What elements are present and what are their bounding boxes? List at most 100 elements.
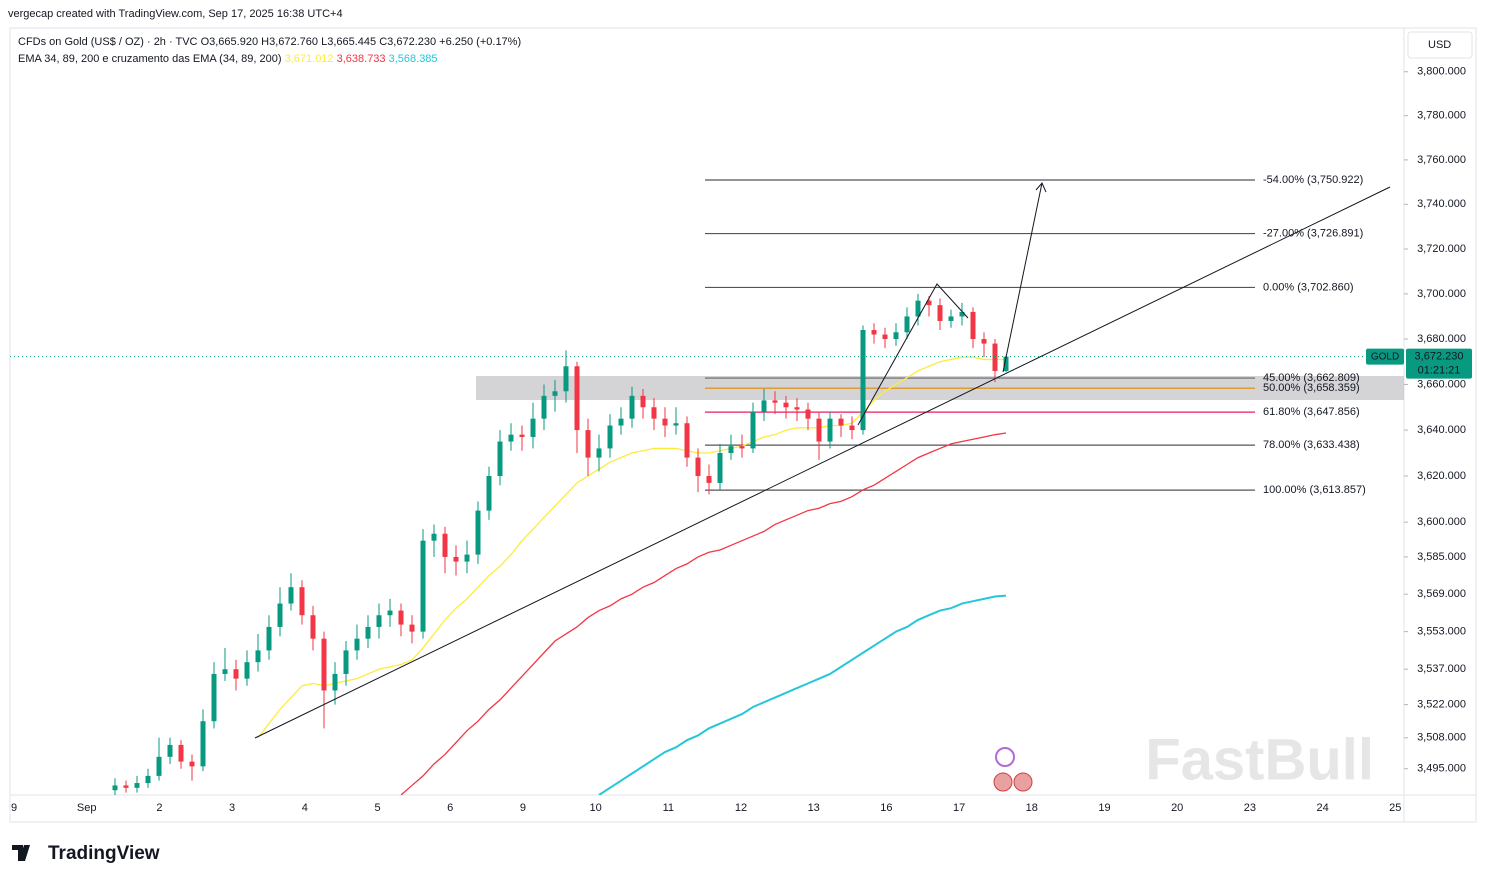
frame — [9, 27, 1477, 823]
indicator: EMA 34, 89, 200 e cruzamento das EMA (34… — [18, 53, 282, 65]
candle-body — [684, 423, 690, 458]
candle-body — [607, 425, 613, 449]
watermark: FastBull — [1145, 727, 1374, 792]
candle-body — [893, 332, 899, 340]
candle-body — [915, 300, 921, 317]
candle-body — [959, 311, 965, 317]
candle-body — [640, 395, 646, 408]
candle-body — [244, 662, 250, 679]
x-tick-label: Sep — [77, 802, 97, 814]
y-tick-label: 3,740.000 — [1417, 198, 1466, 210]
candle-body — [420, 540, 426, 632]
candle-body — [904, 316, 910, 333]
y-tick-label: 3,660.000 — [1417, 378, 1466, 390]
fib-label: 78.00% (3,633.438) — [1263, 439, 1360, 451]
candle-body — [816, 418, 822, 442]
candle-body — [838, 418, 844, 426]
symbol: CFDs on Gold (US$ / OZ) · 2h · TVC — [18, 36, 198, 48]
y-tick-label: 3,640.000 — [1417, 424, 1466, 436]
fib-label: 0.00% (3,702.860) — [1263, 281, 1354, 293]
y-tick-label: 3,680.000 — [1417, 333, 1466, 345]
y-tick-label: 3,553.000 — [1417, 626, 1466, 638]
x-tick-label: 5 — [374, 802, 380, 814]
x-tick-label: 9 — [11, 802, 17, 814]
event-icon[interactable] — [995, 747, 1015, 767]
y-tick-label: 3,522.000 — [1417, 699, 1466, 711]
candle-body — [134, 783, 140, 788]
indicator-value: 3,671.012 — [285, 53, 334, 65]
ohlc-value: O3,665.920 — [201, 36, 259, 48]
candle-body — [156, 756, 162, 776]
candle-body — [255, 650, 261, 663]
candle-body — [288, 587, 294, 604]
candle-body — [123, 785, 129, 788]
candle-body — [387, 610, 393, 616]
candle-body — [299, 587, 305, 616]
fib-label: -54.00% (3,750.922) — [1263, 174, 1363, 186]
arrow — [1002, 182, 1043, 373]
candle-body — [431, 533, 437, 541]
candle-body — [442, 533, 448, 557]
candle-body — [827, 418, 833, 442]
candle-body — [992, 343, 998, 371]
candle-body — [981, 339, 987, 344]
indicator-value: 3,638.733 — [337, 53, 386, 65]
x-tick-label: 13 — [808, 802, 820, 814]
candle-body — [519, 434, 525, 437]
candle-body — [486, 475, 492, 511]
candle-body — [497, 441, 503, 476]
x-tick-label: 18 — [1026, 802, 1038, 814]
fib-label: 61.80% (3,647.856) — [1263, 406, 1360, 418]
candle-body — [409, 624, 415, 632]
candle-body — [585, 430, 591, 458]
y-tick-label: 3,700.000 — [1417, 288, 1466, 300]
candle-body — [618, 418, 624, 426]
candle-body — [475, 510, 481, 555]
candle-body — [453, 556, 459, 562]
candle-body — [530, 418, 536, 437]
credit: vergecap created with TradingView.com, S… — [8, 8, 343, 20]
y-tick-label: 3,569.000 — [1417, 588, 1466, 600]
candle-body — [266, 626, 272, 651]
candle-body — [321, 638, 327, 691]
drawings: -54.00% (3,750.922) -27.00% (3,726.891) 0.… — [476, 174, 1404, 496]
y-tick-label: 3,537.000 — [1417, 663, 1466, 675]
price-label: 3,672.230 — [1415, 351, 1464, 363]
candle-body — [629, 395, 635, 419]
event-icon[interactable] — [993, 772, 1013, 792]
candle-body — [717, 453, 723, 483]
y-tick-label: 3,620.000 — [1417, 470, 1466, 482]
x-tick-label: 9 — [520, 802, 526, 814]
candle-body — [739, 446, 745, 449]
candle-body — [563, 366, 569, 392]
candle-body — [849, 425, 855, 431]
x-tick-label: 23 — [1244, 802, 1256, 814]
indicator-line: EMA 34, 89, 200 e cruzamento das EMA (34… — [18, 53, 438, 65]
candle-body — [860, 329, 866, 431]
candle-body — [178, 744, 184, 762]
candle-body — [772, 400, 778, 403]
x-tick-label: 4 — [302, 802, 308, 814]
candle-body — [200, 721, 206, 767]
candle-body — [673, 423, 679, 426]
logo-text: TradingView — [48, 843, 160, 864]
currency-box[interactable] — [1407, 31, 1473, 59]
x-tick-label: 20 — [1171, 802, 1183, 814]
y-tick-label: 3,585.000 — [1417, 551, 1466, 563]
y-tick-label: 3,720.000 — [1417, 243, 1466, 255]
logo-icon — [12, 845, 30, 861]
candle-body — [354, 638, 360, 651]
candle-body — [662, 418, 668, 426]
candle-body — [596, 448, 602, 458]
x-tick-label: 16 — [880, 802, 892, 814]
candle-body — [651, 407, 657, 419]
candle-body — [277, 603, 283, 627]
x-tick-label: 11 — [663, 802, 674, 814]
candle-body — [541, 395, 547, 419]
fib-label: 50.00% (3,658.359) — [1263, 382, 1360, 394]
candle-body — [728, 446, 734, 454]
event-icon[interactable] — [1013, 772, 1033, 792]
x-tick-label: 25 — [1389, 802, 1401, 814]
